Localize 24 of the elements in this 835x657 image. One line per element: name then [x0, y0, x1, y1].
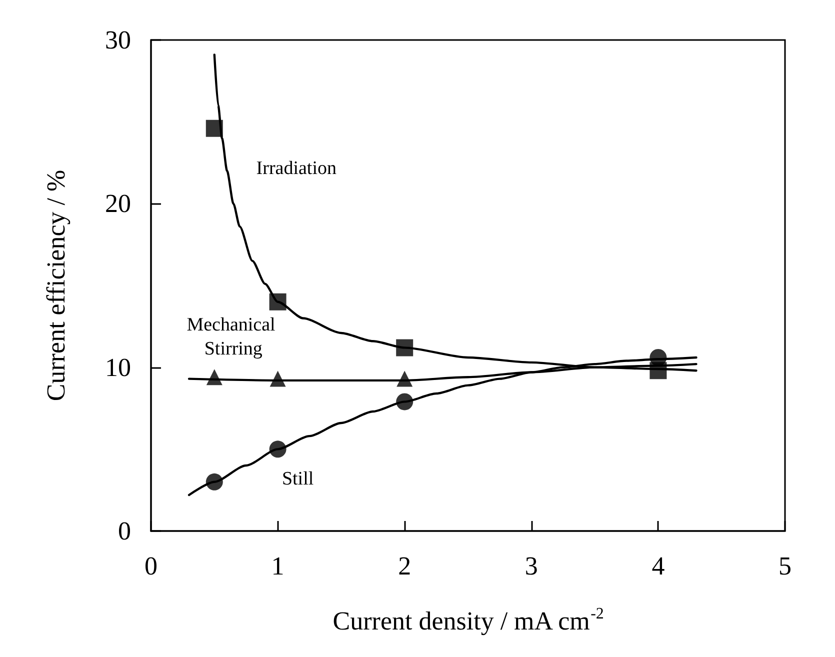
series-label: Still: [282, 468, 314, 490]
point: [269, 440, 286, 458]
y-tick-label: 10: [105, 352, 131, 382]
point: [206, 120, 223, 137]
point: [396, 393, 414, 410]
point: [396, 339, 414, 356]
y-tick-label: 20: [105, 189, 131, 218]
x-tick-label: 2: [398, 552, 412, 580]
text: Irradiation: [256, 158, 337, 179]
point: [650, 349, 667, 366]
x-tick-label: 0: [144, 552, 158, 580]
x-tick-label: 5: [778, 552, 792, 580]
point: [270, 370, 286, 387]
point: [206, 369, 222, 386]
point: [206, 473, 223, 490]
y-axis-title: Current efficiency / %: [42, 170, 70, 402]
x-tick-label: 4: [652, 552, 665, 580]
series-label: Mechanical Stirring: [186, 314, 280, 360]
y-tick-label: 30: [105, 26, 131, 54]
x-tick-label: 1: [271, 552, 284, 580]
point: [269, 293, 286, 310]
point: [396, 370, 413, 387]
y-tick-label: 0: [118, 516, 131, 546]
x-tick-label: 3: [524, 552, 538, 580]
